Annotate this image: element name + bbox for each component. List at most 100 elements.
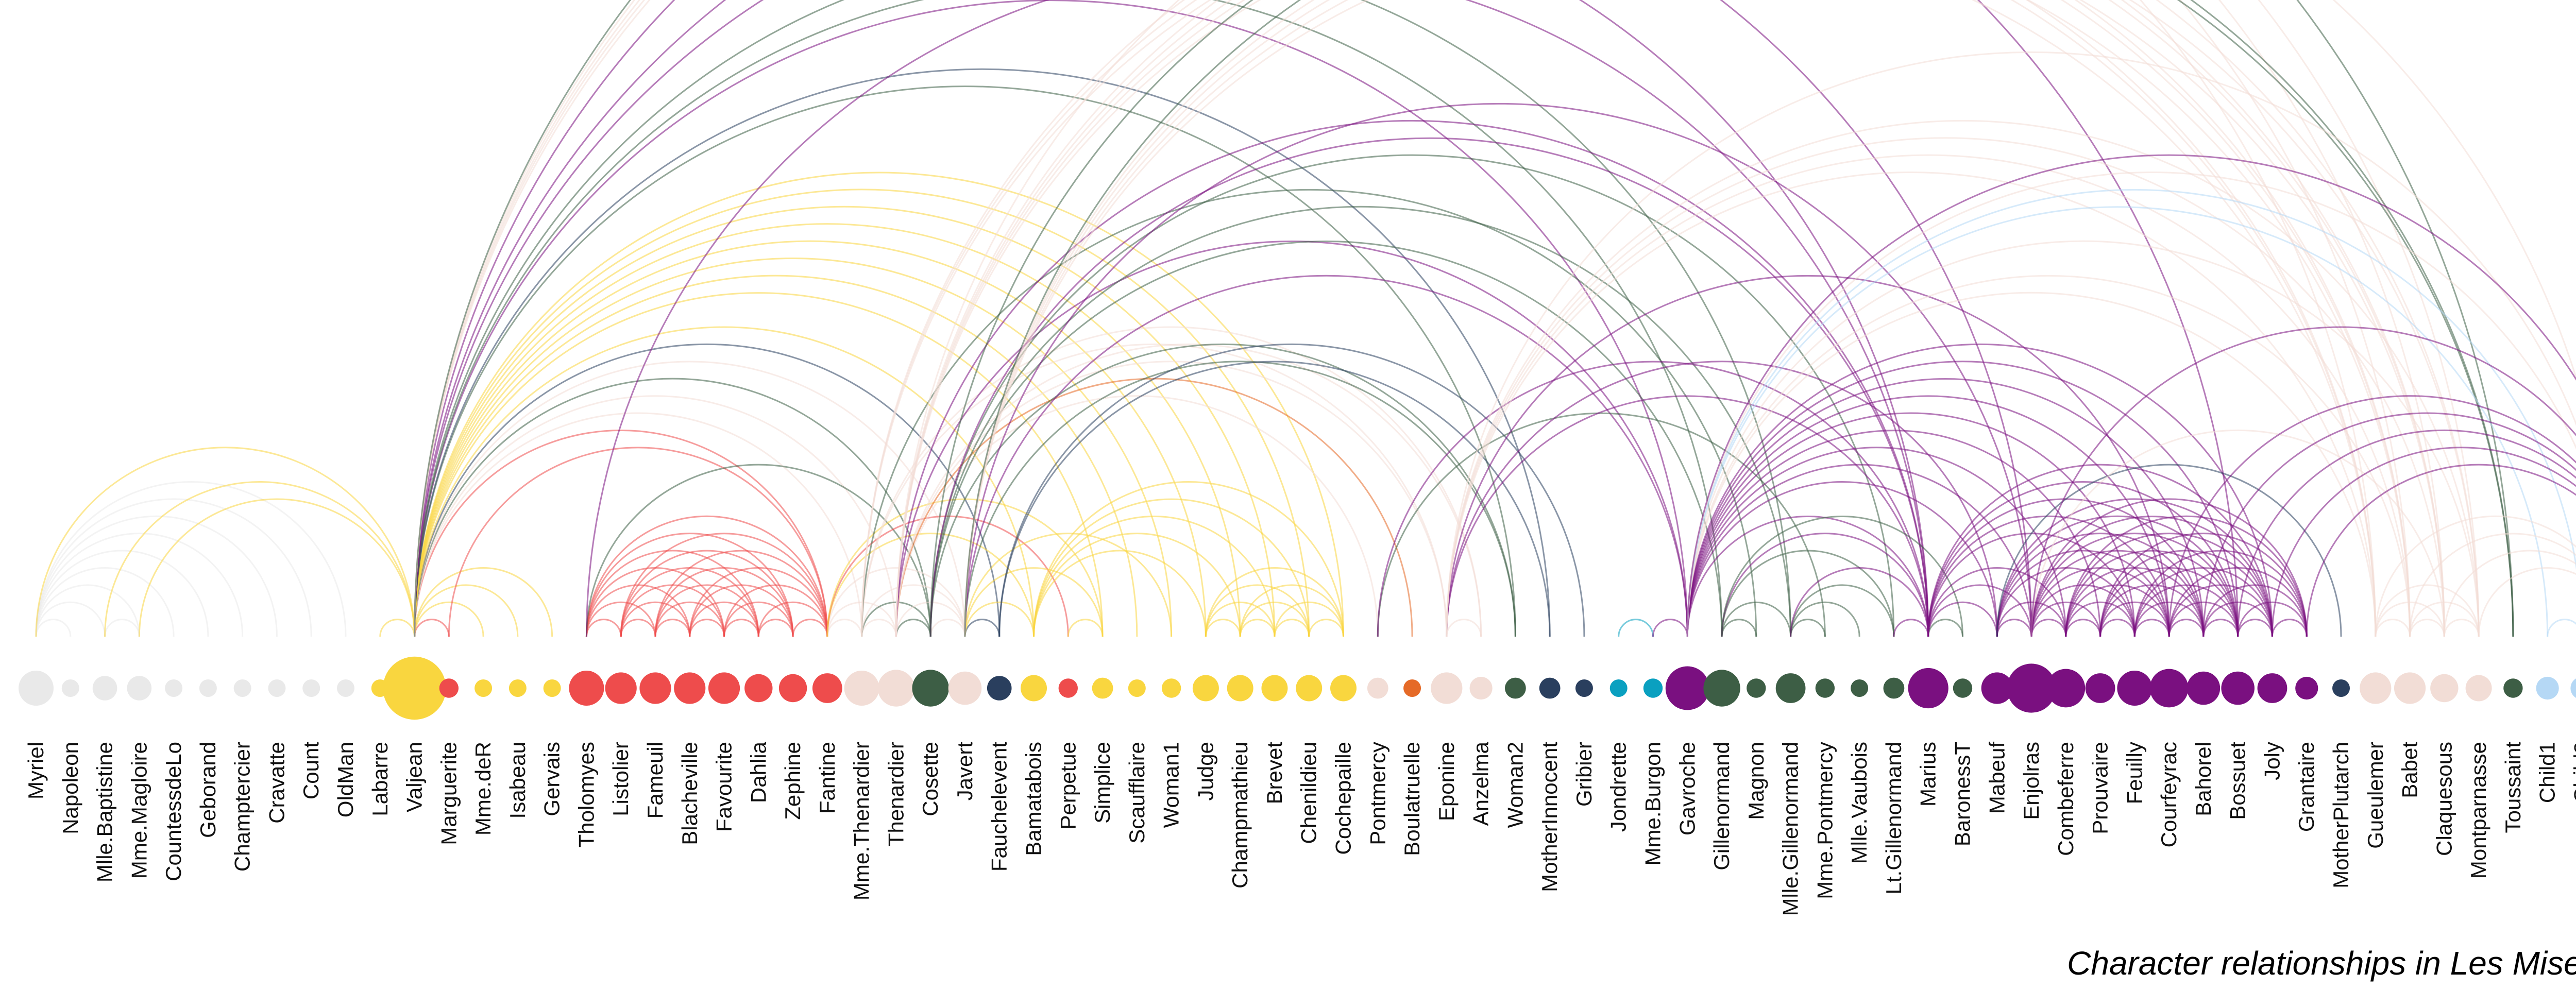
node-gavroche[interactable] [1665,666,1709,710]
node-lt-gillenormand[interactable] [1883,677,1905,699]
node-combeferre[interactable] [2046,669,2086,708]
node-woman1[interactable] [1161,678,1181,698]
node-simplice[interactable] [1092,677,1113,699]
link-arc [757,601,828,637]
node-mlle-baptistine[interactable] [92,676,117,701]
node-tholomyes[interactable] [569,671,604,706]
node-mme-burgon[interactable] [1643,678,1663,698]
node-prouvaire[interactable] [2085,673,2115,703]
node-champmathieu[interactable] [1227,675,1253,702]
node-bamatabois[interactable] [1021,675,1047,702]
node-cosette[interactable] [912,670,949,707]
node-valjean[interactable] [383,656,446,720]
node-label: Claquesous [2432,742,2456,856]
node-isabeau[interactable] [509,679,527,697]
node-motherinnocent[interactable] [1539,677,1561,699]
node-label: Gavroche [1675,742,1699,835]
node-countessdelo[interactable] [165,679,183,697]
node-blacheville[interactable] [674,672,706,704]
node-label: Count [299,742,323,799]
link-arc [585,533,794,637]
link-arc [1446,172,2377,637]
node-mlle-vaubois[interactable] [1851,679,1869,697]
node-zephine[interactable] [778,674,807,703]
link-arc [1686,154,2576,637]
node-myriel[interactable] [19,671,54,706]
node-magnon[interactable] [1747,678,1766,698]
node-judge[interactable] [1192,675,1219,702]
link-arc [929,154,1895,637]
node-cochepaille[interactable] [1330,675,1357,702]
link-arc [1721,550,1895,637]
node-napoleon[interactable] [61,679,79,697]
node-label: Tholomyes [574,742,598,847]
node-motherplutarch[interactable] [2332,679,2350,697]
node-bossuet[interactable] [2221,671,2255,705]
node-montparnasse[interactable] [2465,675,2492,702]
node-child2[interactable] [2570,677,2576,699]
node-geborand[interactable] [199,679,217,697]
node-label: Mme.Burgon [1640,742,1665,865]
link-arc [2271,619,2308,637]
node-label: Courfeyrac [2157,742,2181,847]
node-brevet[interactable] [1261,675,1288,702]
node-fameuil[interactable] [639,672,671,704]
link-arc [585,550,759,637]
node-label: Child2 [2569,742,2576,803]
node-mabeuf[interactable] [1981,672,2013,704]
node-bahorel[interactable] [2187,671,2221,705]
node-courfeyrac[interactable] [2149,669,2189,708]
node-cravatte[interactable] [268,679,286,697]
node-fantine[interactable] [812,673,842,703]
node-mme-pontmercy[interactable] [1815,678,1835,698]
node-anzelma[interactable] [1469,676,1493,700]
node-mme-magloire[interactable] [127,676,152,701]
node-baronesst[interactable] [1953,678,1973,698]
node-champtercier[interactable] [233,679,251,697]
link-arc [2133,602,2205,637]
link-arc [1927,619,1963,637]
node-scaufflaire[interactable] [1128,679,1146,697]
node-thenardier[interactable] [877,670,915,707]
node-marius[interactable] [1908,668,1948,709]
link-arc [2375,619,2411,637]
node-dahlia[interactable] [744,674,773,703]
link-arc [1927,567,2067,637]
node-mlle-gillenormand[interactable] [1775,673,1806,703]
node-babet[interactable] [2394,672,2426,704]
node-favourite[interactable] [708,672,740,704]
node-marguerite[interactable] [439,678,459,698]
link-arc [2202,584,2308,637]
node-pontmercy[interactable] [1367,677,1388,699]
node-chenildieu[interactable] [1296,675,1323,702]
node-mme-der[interactable] [474,679,493,697]
node-listolier[interactable] [605,672,637,704]
node-woman2[interactable] [1504,677,1526,699]
link-arc [1686,378,2205,637]
node-label: Child1 [2535,742,2560,803]
link-arc [2547,619,2576,637]
node-gueulemer[interactable] [2360,672,2392,704]
node-child1[interactable] [2536,676,2559,700]
node-enjolras[interactable] [2007,663,2056,713]
node-gillenormand[interactable] [1703,670,1740,707]
node-jondrette[interactable] [1609,679,1628,697]
node-label: Mme.Pontmercy [1812,742,1837,899]
link-arc [1033,550,1207,637]
node-boulatruelle[interactable] [1403,679,1421,697]
node-grantaire[interactable] [2295,676,2318,700]
node-toussaint[interactable] [2503,678,2523,698]
node-mme-thenardier[interactable] [844,671,879,706]
node-claquesous[interactable] [2430,674,2459,703]
node-perpetue[interactable] [1058,678,1078,698]
node-gribier[interactable] [1575,679,1593,697]
node-fauchelevent[interactable] [987,676,1012,701]
node-javert[interactable] [948,671,982,705]
node-feuilly[interactable] [2117,671,2153,706]
node-count[interactable] [302,679,320,697]
node-gervais[interactable] [543,679,561,697]
node-label: Chenildieu [1297,742,1321,844]
node-eponine[interactable] [1431,672,1463,704]
node-joly[interactable] [2257,673,2287,703]
node-oldman[interactable] [336,679,354,697]
